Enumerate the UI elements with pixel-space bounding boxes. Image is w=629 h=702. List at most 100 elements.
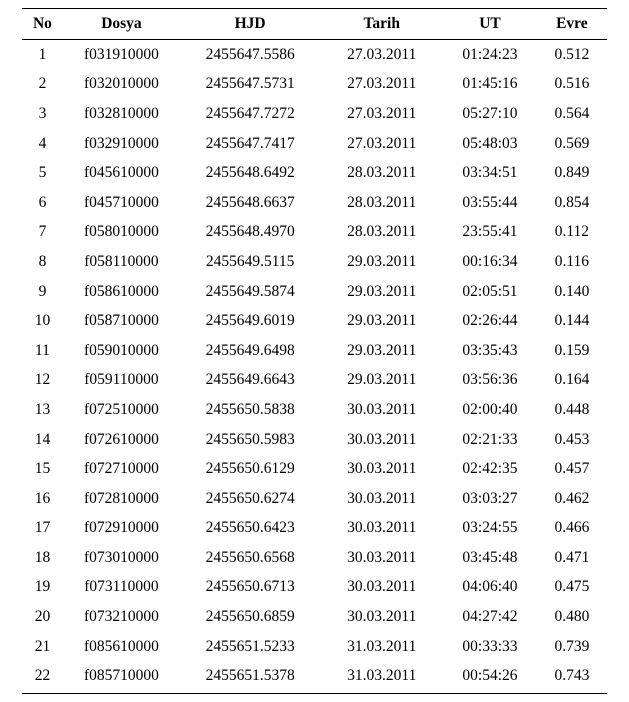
table-cell: 2455650.6713: [180, 573, 320, 603]
table-cell: 2455647.5586: [180, 40, 320, 70]
table-cell: 13: [22, 395, 63, 425]
table-row: 8f0581100002455649.511529.03.201100:16:3…: [22, 247, 607, 277]
table-cell: 2455651.5233: [180, 632, 320, 662]
table-cell: 00:16:34: [443, 247, 537, 277]
table-cell: f032910000: [63, 129, 180, 159]
table-cell: 20: [22, 602, 63, 632]
table-cell: 00:33:33: [443, 632, 537, 662]
table-cell: 5: [22, 158, 63, 188]
table-row: 14f0726100002455650.598330.03.201102:21:…: [22, 425, 607, 455]
table-cell: 19: [22, 573, 63, 603]
table-cell: 2455649.5115: [180, 247, 320, 277]
table-cell: 30.03.2011: [320, 514, 443, 544]
table-cell: f031910000: [63, 40, 180, 70]
col-header-ut: UT: [443, 9, 537, 40]
table-cell: f073010000: [63, 543, 180, 573]
table-cell: f032010000: [63, 70, 180, 100]
col-header-dosya: Dosya: [63, 9, 180, 40]
table-cell: 30.03.2011: [320, 573, 443, 603]
table-cell: 2455647.5731: [180, 70, 320, 100]
table-row: 7f0580100002455648.497028.03.201123:55:4…: [22, 218, 607, 248]
table-cell: 29.03.2011: [320, 247, 443, 277]
table-cell: 03:03:27: [443, 484, 537, 514]
table-cell: 0.466: [537, 514, 607, 544]
table-cell: 03:55:44: [443, 188, 537, 218]
table-cell: 21: [22, 632, 63, 662]
table-row: 2f0320100002455647.573127.03.201101:45:1…: [22, 70, 607, 100]
table-cell: 27.03.2011: [320, 99, 443, 129]
table-cell: 2455647.7272: [180, 99, 320, 129]
table-row: 18f0730100002455650.656830.03.201103:45:…: [22, 543, 607, 573]
table-cell: 2455650.5838: [180, 395, 320, 425]
table-cell: 10: [22, 306, 63, 336]
table-cell: f072910000: [63, 514, 180, 544]
table-cell: 0.475: [537, 573, 607, 603]
table-cell: f085710000: [63, 661, 180, 693]
table-cell: 0.462: [537, 484, 607, 514]
table-cell: 2455651.5378: [180, 661, 320, 693]
table-cell: 03:24:55: [443, 514, 537, 544]
table-cell: 2455650.6423: [180, 514, 320, 544]
table-cell: 00:54:26: [443, 661, 537, 693]
table-cell: 8: [22, 247, 63, 277]
table-cell: 27.03.2011: [320, 70, 443, 100]
table-cell: f059110000: [63, 366, 180, 396]
table-cell: 2455649.5874: [180, 277, 320, 307]
table-cell: f058710000: [63, 306, 180, 336]
col-header-evre: Evre: [537, 9, 607, 40]
table-cell: 0.512: [537, 40, 607, 70]
table-row: 15f0727100002455650.612930.03.201102:42:…: [22, 454, 607, 484]
table-cell: 30.03.2011: [320, 454, 443, 484]
table-row: 1f0319100002455647.558627.03.201101:24:2…: [22, 40, 607, 70]
table-cell: 2455649.6498: [180, 336, 320, 366]
table-cell: 0.164: [537, 366, 607, 396]
table-row: 11f0590100002455649.649829.03.201103:35:…: [22, 336, 607, 366]
table-cell: 04:06:40: [443, 573, 537, 603]
table-cell: 2455649.6019: [180, 306, 320, 336]
table-cell: 31.03.2011: [320, 661, 443, 693]
table-cell: f058610000: [63, 277, 180, 307]
table-cell: f058010000: [63, 218, 180, 248]
table-cell: 29.03.2011: [320, 336, 443, 366]
table-cell: 2455648.4970: [180, 218, 320, 248]
table-cell: 30.03.2011: [320, 543, 443, 573]
table-cell: 28.03.2011: [320, 158, 443, 188]
table-cell: 2: [22, 70, 63, 100]
table-cell: 6: [22, 188, 63, 218]
table-cell: 31.03.2011: [320, 632, 443, 662]
table-row: 10f0587100002455649.601929.03.201102:26:…: [22, 306, 607, 336]
table-cell: f045610000: [63, 158, 180, 188]
table-body: 1f0319100002455647.558627.03.201101:24:2…: [22, 40, 607, 694]
table-cell: 0.144: [537, 306, 607, 336]
table-cell: 23:55:41: [443, 218, 537, 248]
table-row: 9f0586100002455649.587429.03.201102:05:5…: [22, 277, 607, 307]
table-cell: 01:24:23: [443, 40, 537, 70]
table-cell: 15: [22, 454, 63, 484]
table-cell: 0.743: [537, 661, 607, 693]
table-cell: 0.453: [537, 425, 607, 455]
table-cell: 0.116: [537, 247, 607, 277]
table-cell: 02:42:35: [443, 454, 537, 484]
table-cell: 14: [22, 425, 63, 455]
table-cell: 0.849: [537, 158, 607, 188]
table-cell: 2455647.7417: [180, 129, 320, 159]
table-cell: 0.480: [537, 602, 607, 632]
table-cell: 7: [22, 218, 63, 248]
table-cell: 16: [22, 484, 63, 514]
table-row: 19f0731100002455650.671330.03.201104:06:…: [22, 573, 607, 603]
table-cell: 3: [22, 99, 63, 129]
table-row: 5f0456100002455648.649228.03.201103:34:5…: [22, 158, 607, 188]
table-cell: 12: [22, 366, 63, 396]
table-row: 17f0729100002455650.642330.03.201103:24:…: [22, 514, 607, 544]
table-cell: 02:00:40: [443, 395, 537, 425]
table-cell: 2455648.6492: [180, 158, 320, 188]
table-cell: 27.03.2011: [320, 129, 443, 159]
table-cell: f072610000: [63, 425, 180, 455]
table-cell: 03:56:36: [443, 366, 537, 396]
table-cell: 0.159: [537, 336, 607, 366]
table-cell: 28.03.2011: [320, 218, 443, 248]
col-header-hjd: HJD: [180, 9, 320, 40]
table-row: 12f0591100002455649.664329.03.201103:56:…: [22, 366, 607, 396]
table-cell: 2455650.6568: [180, 543, 320, 573]
table-cell: 30.03.2011: [320, 425, 443, 455]
